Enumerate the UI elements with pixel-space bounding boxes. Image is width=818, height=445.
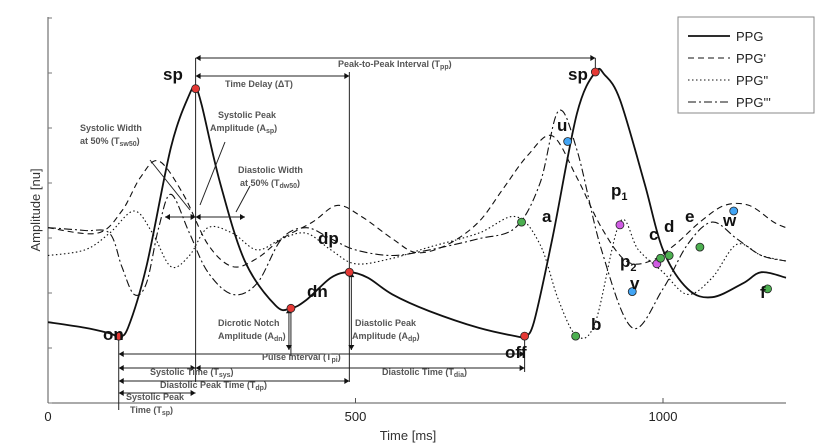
y-ticks (48, 17, 52, 404)
ann-diastolic-peak-time: Diastolic Peak Time (Tdp) (160, 380, 267, 392)
legend-label-2: PPG" (736, 73, 768, 88)
point-sp-5 (590, 67, 600, 77)
legend: PPG PPG' PPG" PPG''' (677, 16, 815, 114)
arrow-diastolic-peak-time-head (118, 378, 124, 384)
arrow-time-delay-head (195, 73, 201, 79)
point-dp-3 (344, 267, 354, 277)
point-f-16 (763, 284, 772, 294)
point-label-on: on (103, 325, 124, 344)
point-a-6 (517, 217, 526, 227)
arrow-pulse-interval-head (519, 351, 525, 357)
ann-time-delay: Time Delay (ΔT) (225, 79, 293, 89)
points-layer: on sp dn dp off sp a b u p1 p2v c de w f (103, 65, 772, 362)
point-d-13 (664, 251, 674, 260)
point-label-dp: dp (318, 229, 339, 248)
series-line-0 (47, 67, 787, 339)
point-c-12 (656, 253, 665, 263)
point-label-sp: sp (163, 65, 183, 84)
point-label-f: f (760, 283, 766, 302)
x-tick-label: 0 (44, 409, 51, 424)
arrow-diastolic-time-head (195, 365, 201, 371)
arrow-dicrotic-amp-head (285, 345, 292, 350)
point-label-sp: sp (568, 65, 588, 84)
arrow-peak-to-peak-head (590, 55, 596, 61)
point-label-v: v (630, 274, 640, 293)
point-label-w: w (722, 211, 737, 230)
arrow-time-delay-head (344, 73, 350, 79)
x-axis-label: Time [ms] (380, 428, 437, 443)
legend-label-3: PPG''' (736, 95, 771, 110)
ann-diastolic-width-1: Diastolic Width (238, 165, 303, 175)
point-label-a: a (542, 207, 552, 226)
series-line-2 (47, 210, 787, 339)
point-sp-1 (191, 84, 201, 94)
x-tick-label: 1000 (649, 409, 678, 424)
annotations: Peak-to-Peak Interval (Tpp) Time Delay (… (80, 59, 467, 417)
arrow-systolic-width-head (165, 214, 170, 220)
point-e-14 (695, 242, 705, 252)
arrow-pulse-interval-head (118, 351, 124, 357)
arrow-systolic-time-head (118, 365, 124, 371)
x-ticks: 0 500 1000 (44, 398, 677, 424)
leader-diastolic-width (235, 185, 251, 213)
series-layer (47, 67, 787, 339)
ann-systolic-width-2: at 50% (Tsw50) (80, 136, 140, 148)
y-axis-label: Amplitude [nu] (28, 168, 43, 251)
point-label-u: u (557, 116, 567, 135)
point-label-dn: dn (307, 282, 328, 301)
point-b-7 (571, 331, 581, 341)
annotation-lines (118, 55, 596, 410)
point-label-b: b (591, 315, 601, 334)
ann-diastolic-time: Diastolic Time (Tdia) (382, 367, 467, 379)
arrow-systolic-peak-time-head (118, 390, 124, 396)
point-label-off: off (505, 343, 527, 362)
ann-diastolic-peak-amp-2: Amplitude (Adp) (352, 331, 420, 343)
arrow-diastolic-peak-time-head (344, 378, 350, 384)
legend-label-0: PPG (736, 29, 763, 44)
ann-dicrotic-1: Dicrotic Notch (218, 318, 280, 328)
ann-pulse-interval: Pulse Interval (Tpi) (262, 352, 341, 364)
ann-systolic-peak-amp-1: Systolic Peak (218, 110, 277, 120)
leader-systolic-peak-amp (199, 141, 226, 206)
arrow-systolic-time-head (190, 365, 196, 371)
point-label-d: d (664, 217, 674, 236)
ann-diastolic-peak-amp-1: Diastolic Peak (355, 318, 417, 328)
point-label-e: e (685, 207, 694, 226)
legend-box (677, 16, 815, 114)
leader-systolic-width (149, 159, 191, 211)
point-w-15 (729, 206, 739, 216)
ann-systolic-width-1: Systolic Width (80, 123, 142, 133)
arrow-systolic-width-head (190, 214, 196, 220)
point-p1-9 (615, 220, 625, 230)
arrow-diastolic-peak-amp-head (348, 345, 355, 350)
point-label-p1: p1 (611, 181, 628, 203)
point-dn-2 (286, 303, 296, 313)
arrow-peak-to-peak-head (195, 55, 201, 61)
arrow-diastolic-time-head (519, 365, 525, 371)
arrow-diastolic-width-head (195, 214, 201, 220)
arrow-systolic-peak-time-head (190, 390, 196, 396)
ann-diastolic-width-2: at 50% (Tdw50) (240, 178, 300, 190)
ann-systolic-peak-time-1: Systolic Peak (126, 392, 185, 402)
arrow-diastolic-width-head (240, 214, 245, 220)
point-u-8 (563, 137, 573, 146)
point-label-p2: p2 (620, 252, 637, 274)
point-v-11 (627, 287, 637, 297)
legend-label-1: PPG' (736, 51, 766, 66)
ann-systolic-time: Systolic Time (Tsys) (150, 367, 234, 379)
ann-dicrotic-2: Amplitude (Adn) (218, 331, 286, 343)
point-label-c: c (649, 225, 658, 244)
series-line-3 (47, 109, 787, 330)
series-line-1 (47, 134, 787, 268)
ann-systolic-peak-time-2: Time (Tsp) (130, 405, 173, 417)
point-off-4 (520, 331, 530, 341)
ann-systolic-peak-amp-2: Amplitude (Asp) (210, 123, 277, 135)
point-on-0 (114, 331, 124, 341)
ann-peak-to-peak: Peak-to-Peak Interval (Tpp) (338, 59, 452, 71)
x-tick-label: 500 (345, 409, 367, 424)
